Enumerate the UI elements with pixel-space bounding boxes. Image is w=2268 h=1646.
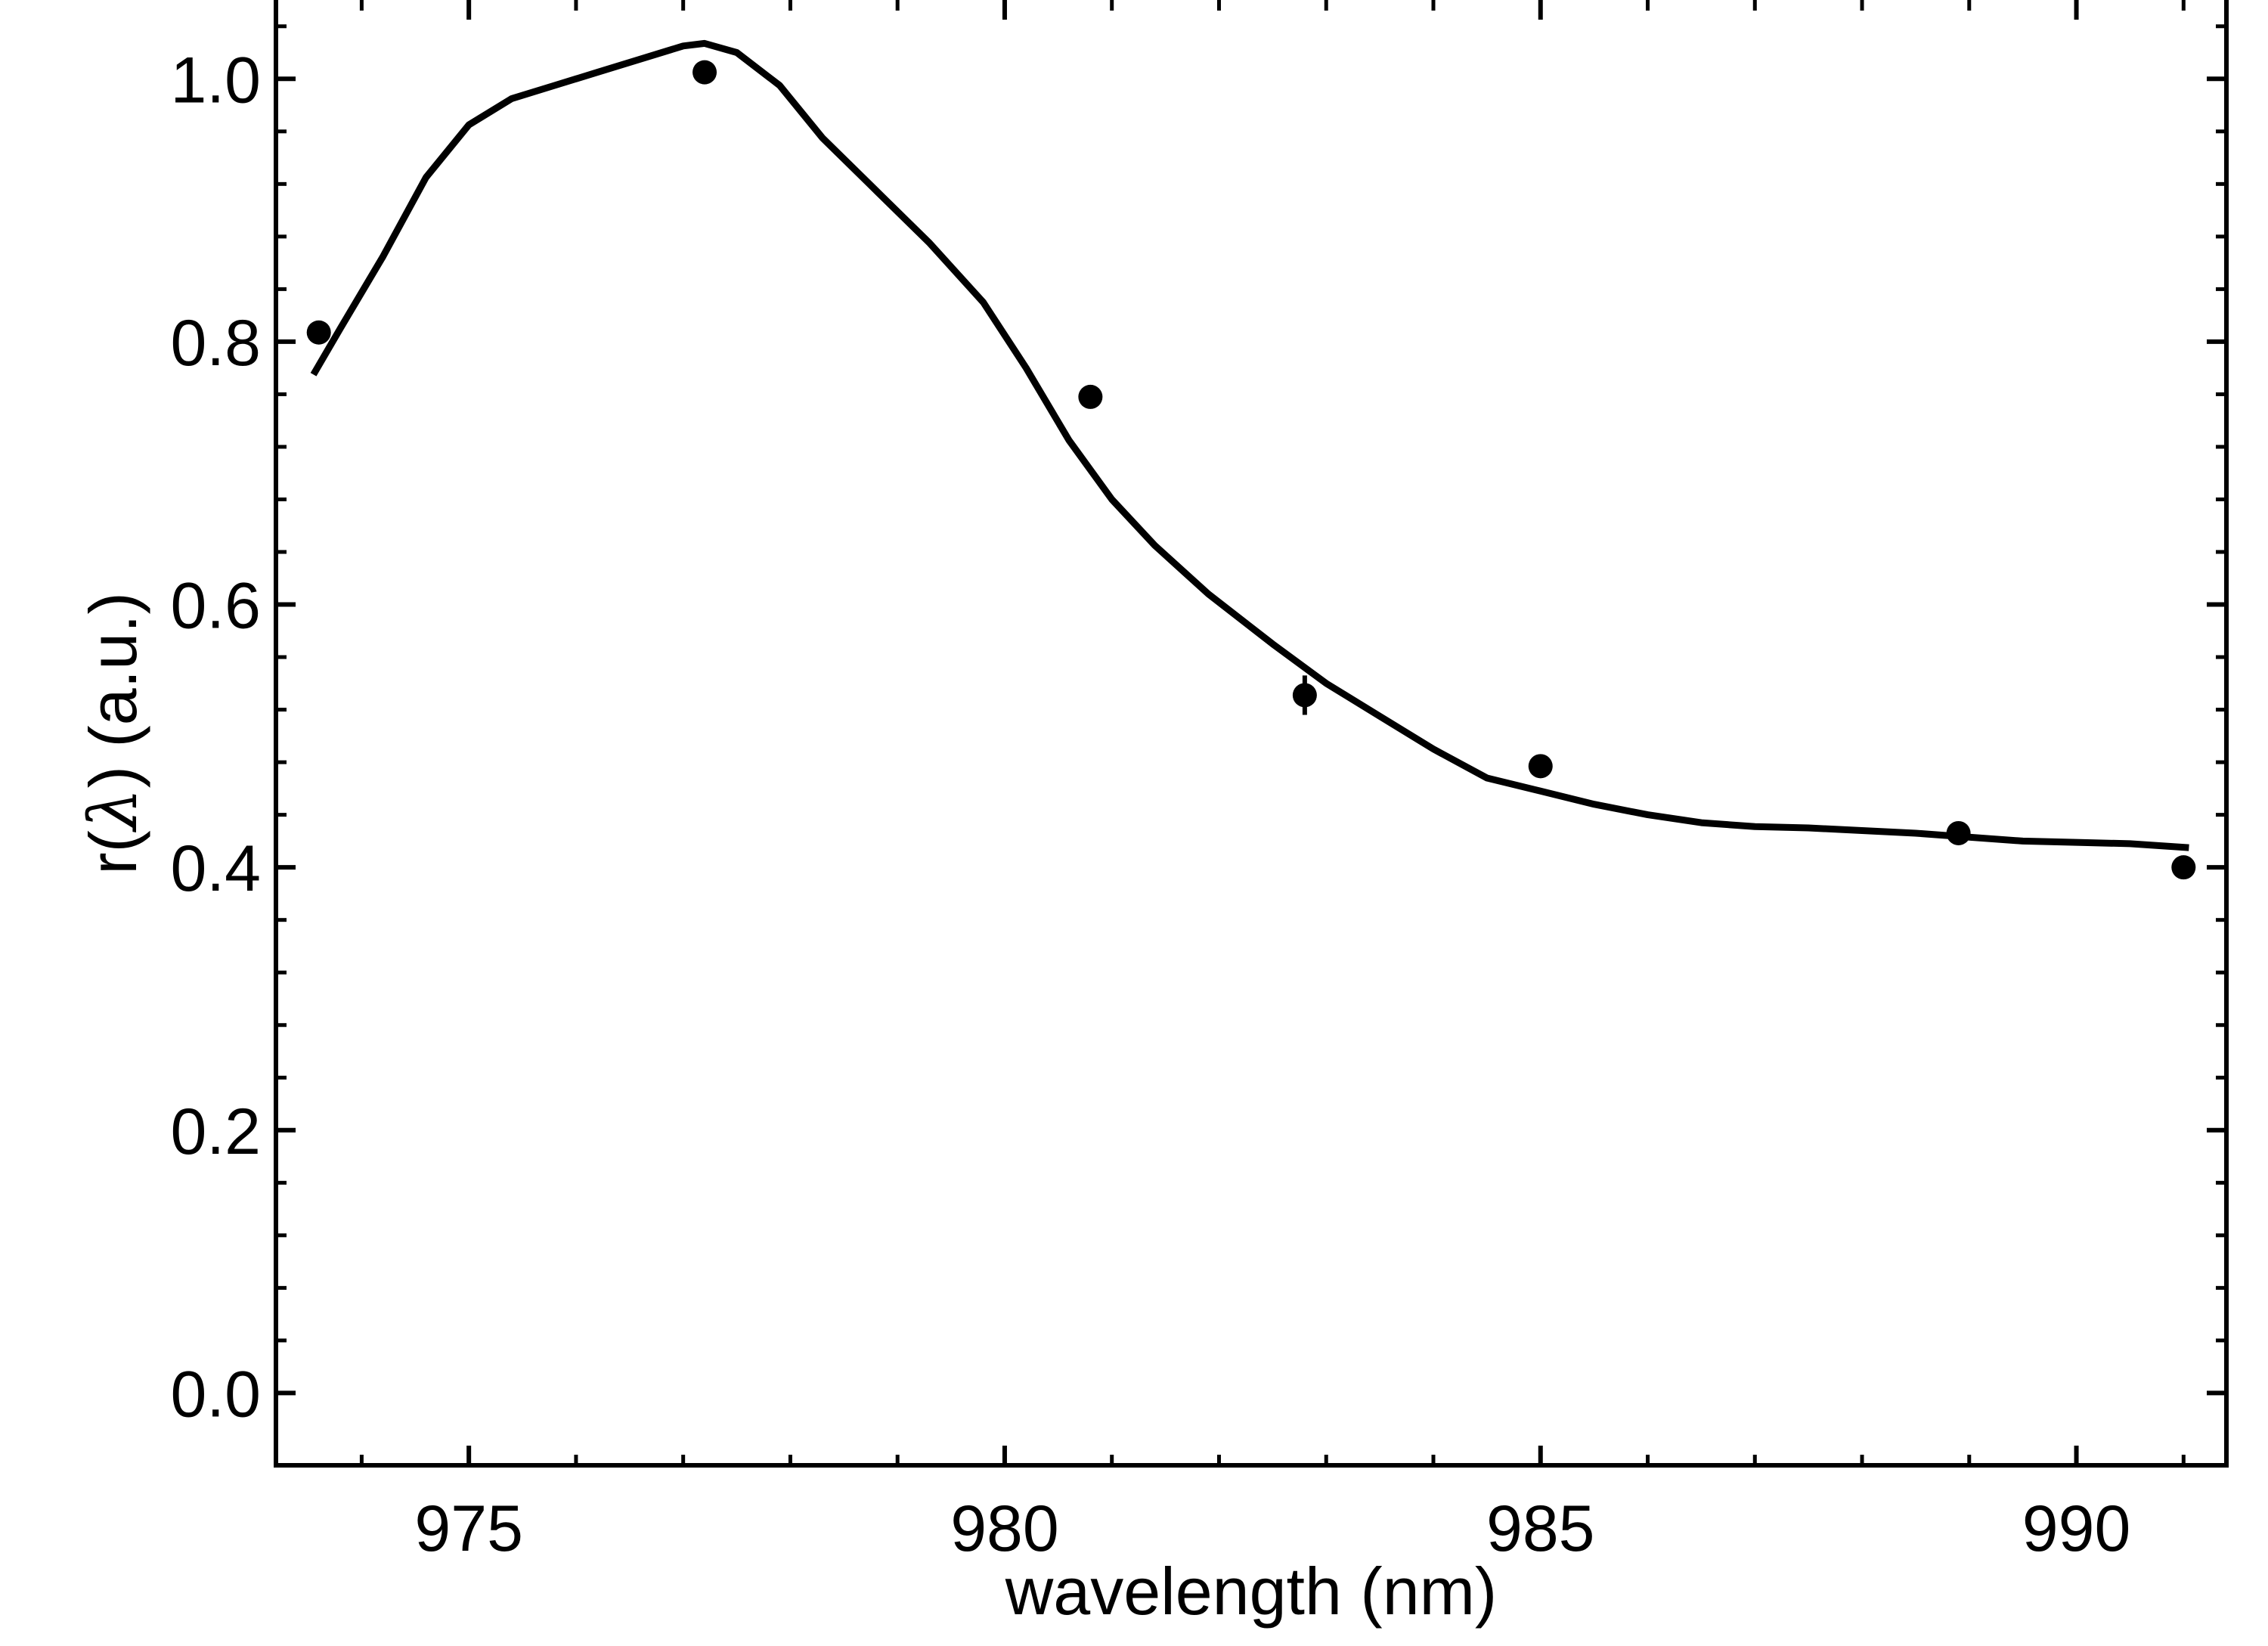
data-point: [692, 60, 717, 85]
y-tick-label: 0.2: [170, 1096, 261, 1168]
y-tick-label: 0.0: [170, 1358, 261, 1431]
plot-series: [306, 39, 2196, 880]
y-tick-labels: 0.0 0.2 0.4 0.6 0.8 1.0: [170, 44, 261, 1431]
major-ticks: [276, 0, 2226, 1465]
x-tick-label: 985: [1486, 1493, 1595, 1565]
y-axis-title-symbol: λ: [74, 788, 152, 832]
x-tick-label: 990: [2022, 1493, 2131, 1565]
data-point: [1292, 683, 1317, 708]
y-axis-title-suffix: ) (a.u.): [76, 592, 150, 788]
y-tick-label: 1.0: [170, 44, 261, 116]
x-axis-title: wavelength (nm): [1005, 1554, 1498, 1629]
minor-ticks: [276, 0, 2226, 1465]
y-axis-title: r(λ) (a.u.): [74, 592, 152, 875]
x-tick-label: 975: [414, 1493, 523, 1565]
fit-curve: [310, 39, 2189, 851]
data-point: [1528, 754, 1553, 779]
x-tick-label: 980: [950, 1493, 1059, 1565]
x-tick-labels: 975 980 985 990: [414, 1493, 2130, 1565]
y-tick-label: 0.6: [170, 570, 261, 643]
plot-frame: [274, 0, 2229, 1468]
y-tick-label: 0.4: [170, 832, 261, 905]
data-point: [2171, 855, 2196, 880]
y-axis-title-prefix: r(: [76, 830, 150, 875]
y-tick-label: 0.8: [170, 307, 261, 380]
data-point: [1078, 384, 1103, 409]
data-point: [306, 320, 331, 345]
